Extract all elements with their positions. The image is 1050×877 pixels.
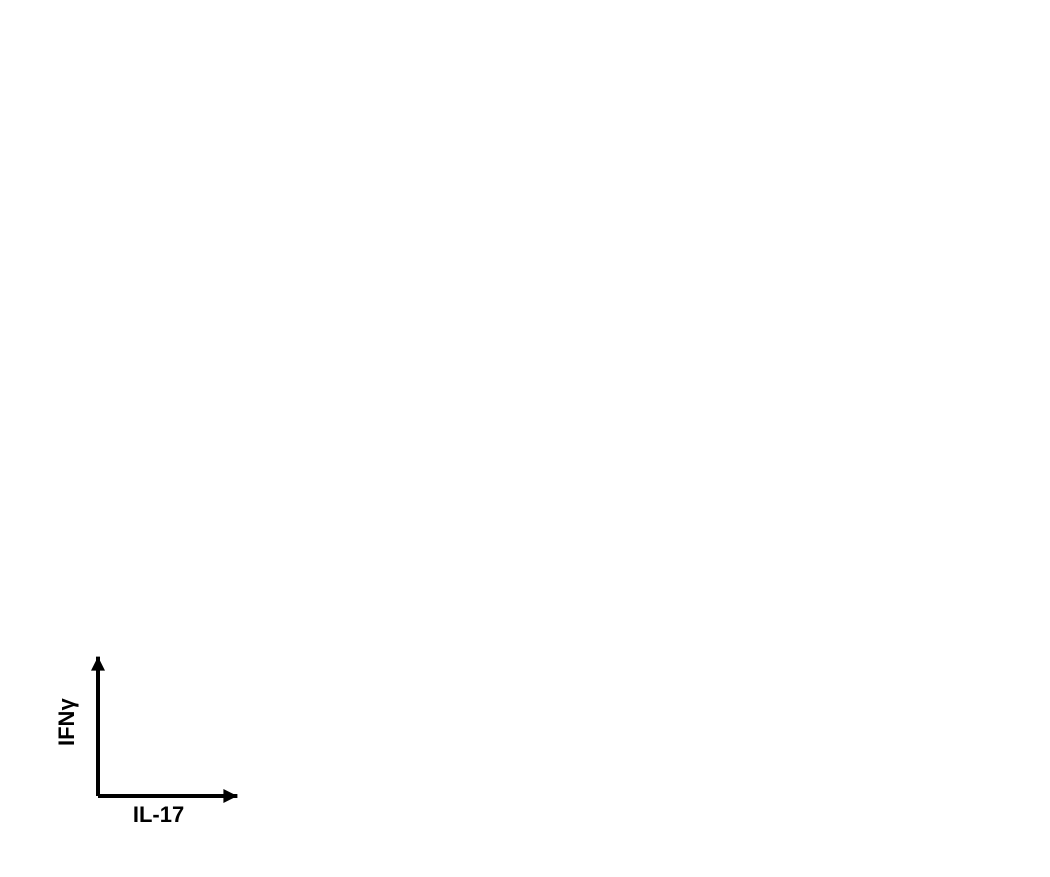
axis-key: IFNγ IL-17 [54, 616, 284, 846]
axis-key-y-label: IFNγ [54, 699, 80, 747]
figure-panel: IFNγ IL-17 [0, 0, 1050, 877]
axis-key-x-label: IL-17 [133, 802, 184, 828]
